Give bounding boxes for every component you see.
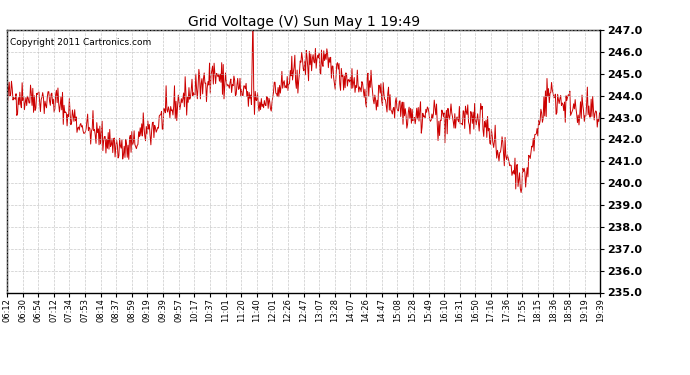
Text: Copyright 2011 Cartronics.com: Copyright 2011 Cartronics.com — [10, 38, 151, 47]
Title: Grid Voltage (V) Sun May 1 19:49: Grid Voltage (V) Sun May 1 19:49 — [188, 15, 420, 29]
